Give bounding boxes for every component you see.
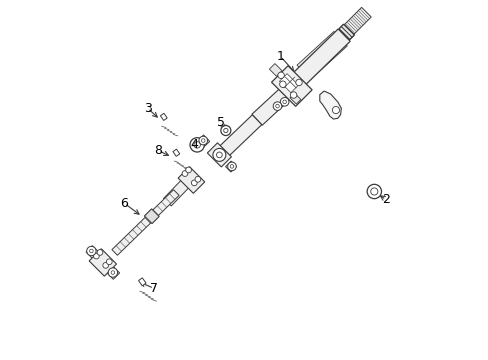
Polygon shape bbox=[271, 66, 311, 106]
Polygon shape bbox=[89, 249, 116, 276]
Circle shape bbox=[86, 246, 96, 256]
Circle shape bbox=[332, 107, 339, 114]
Polygon shape bbox=[296, 31, 346, 80]
Circle shape bbox=[216, 152, 222, 158]
Circle shape bbox=[295, 79, 302, 86]
Circle shape bbox=[190, 138, 204, 152]
Circle shape bbox=[195, 176, 201, 182]
Polygon shape bbox=[338, 24, 354, 40]
Polygon shape bbox=[178, 167, 204, 193]
Polygon shape bbox=[319, 91, 341, 119]
Circle shape bbox=[194, 141, 200, 148]
Polygon shape bbox=[107, 266, 120, 279]
Circle shape bbox=[212, 148, 225, 161]
Circle shape bbox=[221, 126, 230, 135]
Circle shape bbox=[191, 180, 197, 186]
Polygon shape bbox=[198, 135, 209, 147]
Polygon shape bbox=[207, 143, 231, 167]
Circle shape bbox=[108, 268, 117, 277]
Circle shape bbox=[185, 167, 191, 173]
Circle shape bbox=[227, 162, 236, 171]
Circle shape bbox=[273, 102, 281, 111]
Polygon shape bbox=[173, 149, 180, 156]
Circle shape bbox=[370, 188, 377, 195]
Circle shape bbox=[230, 165, 233, 168]
Circle shape bbox=[182, 171, 187, 176]
Polygon shape bbox=[289, 93, 300, 104]
Polygon shape bbox=[280, 29, 349, 97]
Circle shape bbox=[199, 136, 207, 145]
Text: 6: 6 bbox=[120, 197, 128, 210]
Polygon shape bbox=[112, 190, 179, 255]
Circle shape bbox=[290, 92, 296, 98]
Polygon shape bbox=[163, 180, 189, 206]
Circle shape bbox=[279, 81, 285, 87]
Text: 5: 5 bbox=[217, 116, 225, 129]
Polygon shape bbox=[251, 88, 290, 125]
Text: 8: 8 bbox=[154, 144, 162, 157]
Polygon shape bbox=[269, 64, 282, 76]
Circle shape bbox=[102, 262, 108, 268]
Polygon shape bbox=[225, 161, 236, 172]
Circle shape bbox=[280, 98, 288, 106]
Polygon shape bbox=[160, 113, 167, 121]
Circle shape bbox=[89, 249, 93, 253]
Circle shape bbox=[366, 184, 381, 199]
Text: 2: 2 bbox=[382, 193, 389, 206]
Circle shape bbox=[275, 104, 279, 108]
Circle shape bbox=[93, 253, 99, 259]
Polygon shape bbox=[86, 246, 99, 258]
Text: 4: 4 bbox=[190, 138, 198, 150]
Text: 3: 3 bbox=[143, 102, 151, 115]
Polygon shape bbox=[279, 74, 298, 93]
Circle shape bbox=[277, 72, 284, 78]
Polygon shape bbox=[144, 209, 159, 224]
Circle shape bbox=[111, 271, 115, 274]
Circle shape bbox=[97, 249, 102, 255]
Polygon shape bbox=[343, 7, 370, 35]
Text: 7: 7 bbox=[150, 282, 158, 295]
Polygon shape bbox=[138, 278, 146, 286]
Text: 1: 1 bbox=[276, 50, 284, 63]
Circle shape bbox=[201, 139, 204, 142]
Circle shape bbox=[282, 100, 286, 104]
Circle shape bbox=[106, 259, 112, 265]
Polygon shape bbox=[220, 115, 261, 156]
Circle shape bbox=[223, 129, 227, 133]
